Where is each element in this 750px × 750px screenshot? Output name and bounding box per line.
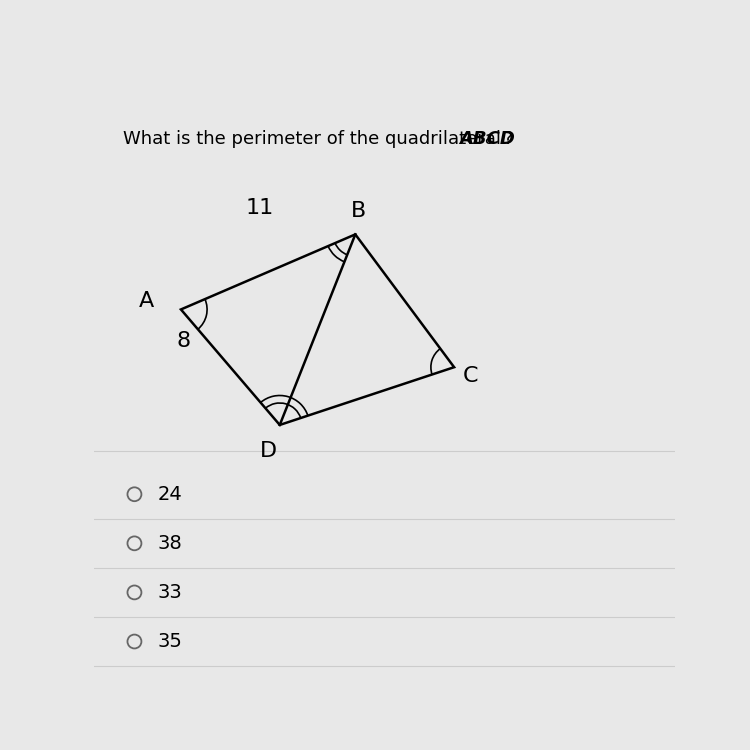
Text: ABCD: ABCD: [459, 130, 514, 148]
Text: 11: 11: [245, 199, 274, 218]
Text: A: A: [139, 291, 154, 310]
Text: 35: 35: [158, 632, 182, 651]
Text: B: B: [350, 201, 366, 221]
Text: 24: 24: [158, 484, 182, 504]
Text: 38: 38: [158, 534, 182, 553]
Text: 8: 8: [177, 332, 191, 351]
Text: ?: ?: [498, 130, 513, 148]
Text: D: D: [260, 441, 277, 461]
Text: C: C: [463, 366, 478, 386]
Text: What is the perimeter of the quadrilateral: What is the perimeter of the quadrilater…: [123, 130, 506, 148]
Text: 33: 33: [158, 583, 182, 602]
